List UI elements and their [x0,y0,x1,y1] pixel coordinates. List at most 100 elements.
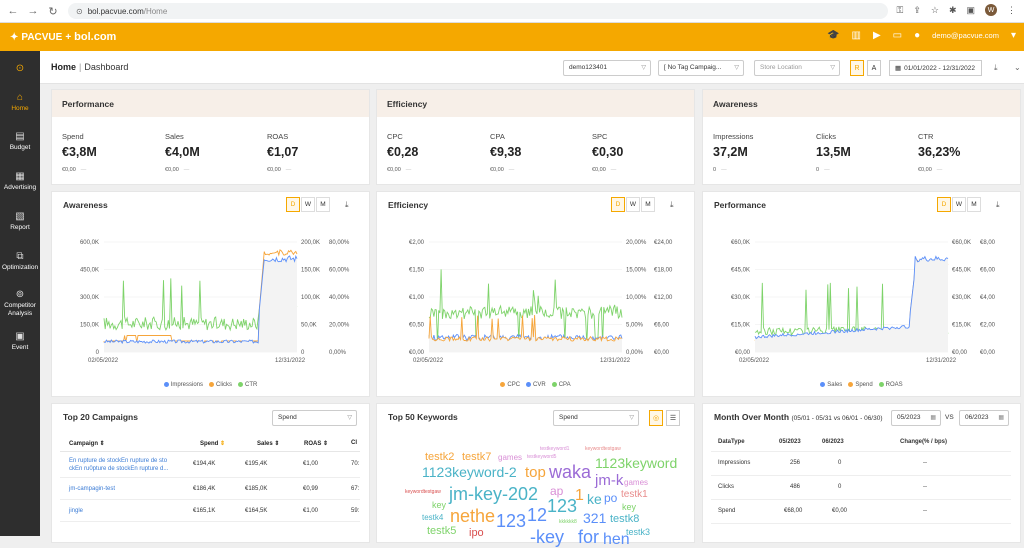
legend-item-roas[interactable]: ROAS [878,381,903,388]
keyword-word[interactable]: keywordtestgaw [585,446,621,452]
keyword-word[interactable]: kkkkkk8 [559,519,577,525]
keyword-word[interactable]: jm-k [595,472,624,489]
legend-item-cvr[interactable]: CVR [526,381,546,388]
back-icon[interactable]: ← [7,5,19,17]
user-email[interactable]: demo@pacvue.com [932,31,999,40]
r-toggle[interactable]: R [850,60,864,76]
keyword-word[interactable]: testkeyword5 [527,454,557,460]
graduation-cap-icon[interactable]: 🎓 [827,30,840,41]
granularity-day[interactable]: D [286,197,300,212]
sidebar-item-advertising[interactable]: ▦ Advertising [0,171,40,191]
keyword-word[interactable]: ke [587,491,602,507]
campaign-metric-select[interactable]: Spend ▽ [272,410,357,426]
sidepanel-icon[interactable]: ▣ [966,4,975,15]
keyword-word[interactable]: 1123keyword-2 [422,464,517,480]
month-a-picker[interactable]: 05/2023 ▦ [891,410,941,426]
granularity-week[interactable]: W [626,197,640,212]
bookmark-star-icon[interactable]: ☆ [930,4,939,15]
sidebar-item-budget[interactable]: ▤ Budget [0,131,40,151]
profile-avatar[interactable]: W [985,4,997,16]
video-icon[interactable]: ▶ [872,30,881,41]
book-icon[interactable]: ▥ [851,30,861,41]
col-spend[interactable]: Spend ⇕ [200,441,226,447]
list-view-icon[interactable]: ☰ [666,410,680,426]
month-b-picker[interactable]: 06/2023 ▦ [959,410,1009,426]
keyword-word[interactable]: keywordtestgaw [405,489,441,495]
campaign-link[interactable]: En rupture de stockEn rupture de sto ckE… [69,458,169,472]
granularity-week[interactable]: W [952,197,966,212]
sidebar-item-competitor[interactable]: ⊚ Competitor Analysis [0,289,40,318]
extensions-icon[interactable]: ✱ [948,4,957,15]
keyword-word[interactable]: waka [549,462,592,482]
keyword-word[interactable]: key [622,502,637,512]
keyword-word[interactable]: testk4 [422,513,444,522]
keyword-word[interactable]: key [432,500,447,510]
store-location-select[interactable]: Store Location ▽ [754,60,840,76]
legend-item-clicks[interactable]: Clicks [209,381,232,388]
sidebar-collapse-button[interactable]: ⊙ [0,63,40,76]
keyword-word[interactable]: games [498,453,523,462]
address-bar[interactable]: ⊙ bol.pacvue.com/Home [68,3,888,19]
chevron-down-icon[interactable]: ▾ [1010,30,1016,41]
keyword-word[interactable]: jm-key-202 [449,484,539,504]
legend-item-impressions[interactable]: Impressions [163,381,203,388]
campaign-link[interactable]: jingle [69,508,84,514]
browser-menu-icon[interactable]: ⋮ [1007,4,1016,15]
granularity-day[interactable]: D [611,197,625,212]
legend-item-sales[interactable]: Sales [820,381,842,388]
col-clicks[interactable]: Cl [351,440,357,446]
keyword-word[interactable]: 123 [547,496,578,516]
tag-campaign-select[interactable]: [ No Tag Campaig... ▽ [658,60,744,76]
legend-item-cpa[interactable]: CPA [551,381,571,388]
granularity-day[interactable]: D [937,197,951,212]
granularity-month[interactable]: M [967,197,981,212]
forward-icon[interactable]: → [27,5,39,17]
legend-item-cpc[interactable]: CPC [500,381,520,388]
a-toggle[interactable]: A [867,60,881,76]
sidebar-item-optimization[interactable]: ⧉ Optimization [1,251,39,271]
profile-select[interactable]: demo123401 ▽ [563,60,651,76]
granularity-month[interactable]: M [641,197,655,212]
keyword-metric-select[interactable]: Spend ▽ [553,410,639,426]
col-roas[interactable]: ROAS ⇕ [304,441,329,447]
keyword-word[interactable]: 123 [496,511,527,531]
keyword-word[interactable]: 1 [575,487,584,504]
keyword-word[interactable]: testk8 [610,513,640,525]
keyword-word[interactable]: testkeyword1 [540,446,570,452]
brand-logo[interactable]: ✦ PACVUE + bol.com [10,31,117,43]
keyword-word[interactable]: testk3 [626,527,651,537]
keyword-word[interactable]: for [578,527,600,547]
sidebar-item-home[interactable]: ⌂ Home [0,92,40,112]
download-icon[interactable]: ⤓ [670,200,674,209]
site-info-icon[interactable]: ⊙ [76,6,83,16]
keyword-word[interactable]: 1123keyword [595,455,678,471]
keyword-word[interactable]: nethe [450,506,496,526]
keyword-word[interactable]: testk1 [621,489,648,500]
reload-icon[interactable]: ↻ [48,5,58,18]
legend-item-spend[interactable]: Spend [848,381,873,388]
download-icon[interactable]: ⤓ [994,63,998,72]
user-icon[interactable]: ● [914,30,921,41]
keyword-word[interactable]: 321 [583,510,607,526]
col-campaign[interactable]: Campaign ⇕ [69,441,105,447]
col-sales[interactable]: Sales ⇕ [257,441,280,447]
download-icon[interactable]: ⤓ [996,200,1000,209]
keyword-word[interactable]: -key [530,527,565,547]
keyword-word[interactable]: 12 [527,505,548,525]
sidebar-item-report[interactable]: ▧ Report [0,211,40,231]
share-icon[interactable]: ⇪ [913,4,921,15]
keyword-word[interactable]: games [624,478,649,487]
legend-item-ctr[interactable]: CTR [238,381,257,388]
keyword-word[interactable]: testk5 [427,525,457,537]
keyword-word[interactable]: ipo [469,527,484,539]
keyword-word[interactable]: testk2 [425,451,455,463]
date-range-picker[interactable]: ▦ 01/01/2022 - 12/31/2022 [889,60,982,76]
keyword-word[interactable]: top [525,464,546,481]
keyword-word[interactable]: ap [550,484,564,498]
keyword-word[interactable]: testk7 [462,451,492,463]
key-icon[interactable]: ⚿ [896,4,904,15]
download-icon[interactable]: ⤓ [345,200,349,209]
breadcrumb-home[interactable]: Home [51,62,77,72]
keyword-word[interactable]: po [604,491,618,505]
chat-icon[interactable]: ▭ [892,30,903,41]
